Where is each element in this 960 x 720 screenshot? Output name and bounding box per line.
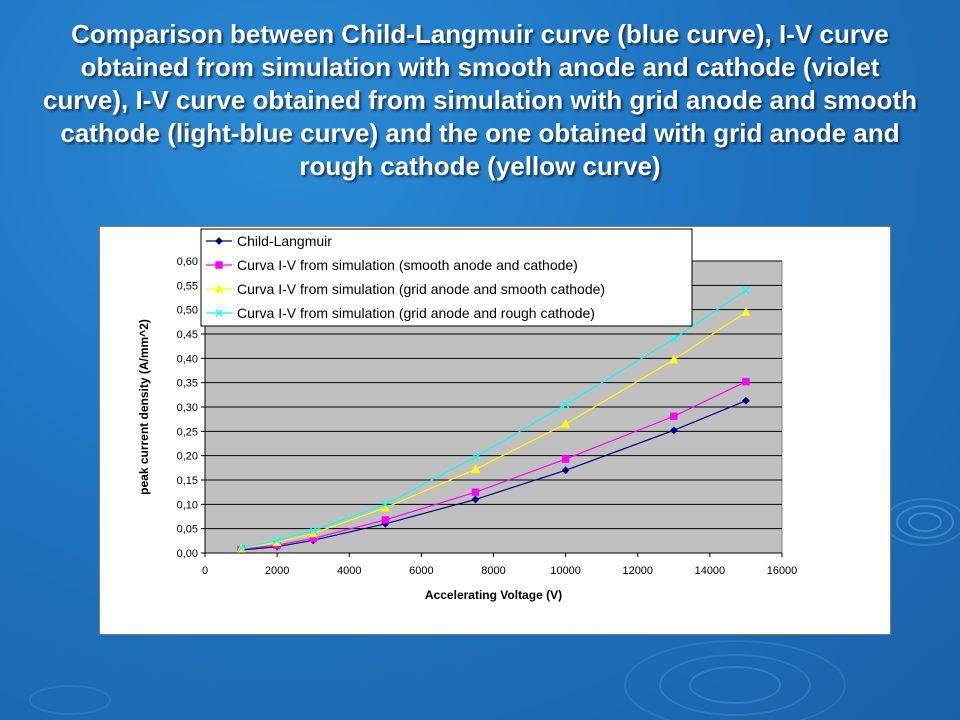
data-point-diamond <box>669 426 678 435</box>
data-point-x <box>742 286 750 294</box>
legend: Child-Langmuir Curva I-V from simulation … <box>200 228 693 327</box>
series-line <box>240 289 747 549</box>
data-point-triangle <box>561 419 571 428</box>
data-point-triangle <box>741 307 751 316</box>
line-chart: 0,00 0,05 0,10 0,15 0,20 0,25 0,30 0,35 0,40 0,45… <box>137 228 798 602</box>
chart-frame: 0,00 0,05 0,10 0,15 0,20 0,25 0,30 0,35 0,40 0,45… <box>99 226 891 635</box>
y-tick-label: 0,55 <box>177 280 198 292</box>
x-tick-label: 2000 <box>265 565 289 577</box>
data-point-x <box>309 526 317 535</box>
y-tick-label: 0,00 <box>177 548 198 560</box>
data-point-diamond <box>561 466 570 475</box>
data-point-square <box>215 261 223 269</box>
y-tick-label: 0,35 <box>177 378 198 390</box>
y-tick-label: 0,60 <box>177 256 198 268</box>
data-point-square <box>471 488 480 496</box>
y-tick-label: 0,30 <box>177 402 198 414</box>
data-point-x-stroke <box>670 335 678 343</box>
y-tick-label: 0,05 <box>177 524 198 536</box>
data-point-x <box>471 453 480 461</box>
data-point-triangle <box>380 502 390 512</box>
data-point-x <box>670 335 678 343</box>
series-line <box>240 381 747 550</box>
y-tick-label: 0,15 <box>177 475 198 487</box>
y-tick-label: 0,50 <box>177 305 198 317</box>
x-tick-label: 16000 <box>767 565 798 577</box>
y-tick-label: 0,10 <box>177 499 198 511</box>
y-tick-label: 0,20 <box>177 451 198 463</box>
data-point-triangle <box>214 284 224 293</box>
data-point-x <box>381 500 389 508</box>
data-point-diamond <box>742 396 750 405</box>
data-point-diamond <box>471 495 480 504</box>
y-axis-title: peak current density (A/mm^2) <box>137 319 151 495</box>
y-tick-label: 0,40 <box>177 353 198 365</box>
slide-title: Comparison between Child-Langmuir curve … <box>43 19 917 181</box>
legend-item: Curva I-V from simulation (grid anode an… <box>206 281 605 297</box>
series-4 <box>237 286 750 552</box>
data-point-triangle <box>669 355 679 364</box>
data-point-x <box>215 309 223 317</box>
data-point-x-stroke <box>273 536 281 545</box>
x-tick-label: 12000 <box>622 565 653 577</box>
data-point-x-stroke <box>237 544 245 552</box>
y-tick-label: 0,45 <box>177 329 198 341</box>
legend-label: Curva I-V from simulation (grid anode an… <box>237 281 605 297</box>
legend-label: Curva I-V from simulation (grid anode an… <box>237 305 595 321</box>
legend-item: Curva I-V from simulation (grid anode an… <box>206 305 595 321</box>
data-point-x-stroke <box>215 309 223 317</box>
legend-item: Child-Langmuir <box>206 233 332 249</box>
data-point-square <box>561 455 570 463</box>
data-point-x-stroke <box>381 500 389 508</box>
data-point-diamond <box>215 237 223 245</box>
x-tick-label: 14000 <box>695 565 726 577</box>
data-point-square <box>670 412 678 420</box>
x-axis-title: Accelerating Voltage (V) <box>425 588 562 602</box>
data-point-x <box>273 536 281 545</box>
legend-label: Curva I-V from simulation (smooth anode … <box>237 257 578 273</box>
data-point-x-stroke <box>471 453 480 461</box>
x-tick-label: 8000 <box>481 565 505 577</box>
legend-item: Curva I-V from simulation (smooth anode … <box>206 257 578 273</box>
y-tick-label: 0,25 <box>177 426 198 438</box>
x-tick-label: 4000 <box>337 565 361 577</box>
x-tick-label: 10000 <box>550 565 581 577</box>
data-point-square <box>742 377 750 386</box>
data-point-x <box>561 400 570 409</box>
data-point-triangle <box>470 464 481 473</box>
series-line <box>240 311 747 550</box>
series-line <box>241 400 747 551</box>
legend-box <box>200 228 693 327</box>
x-tick-label: 6000 <box>409 565 433 577</box>
data-point-x-stroke <box>742 286 750 294</box>
data-point-x <box>237 544 245 552</box>
data-point-x-stroke <box>561 400 570 409</box>
x-tick-label: 0 <box>202 565 208 577</box>
data-point-square <box>381 516 390 524</box>
legend-label: Child-Langmuir <box>237 233 332 249</box>
data-point-x-stroke <box>309 526 317 535</box>
